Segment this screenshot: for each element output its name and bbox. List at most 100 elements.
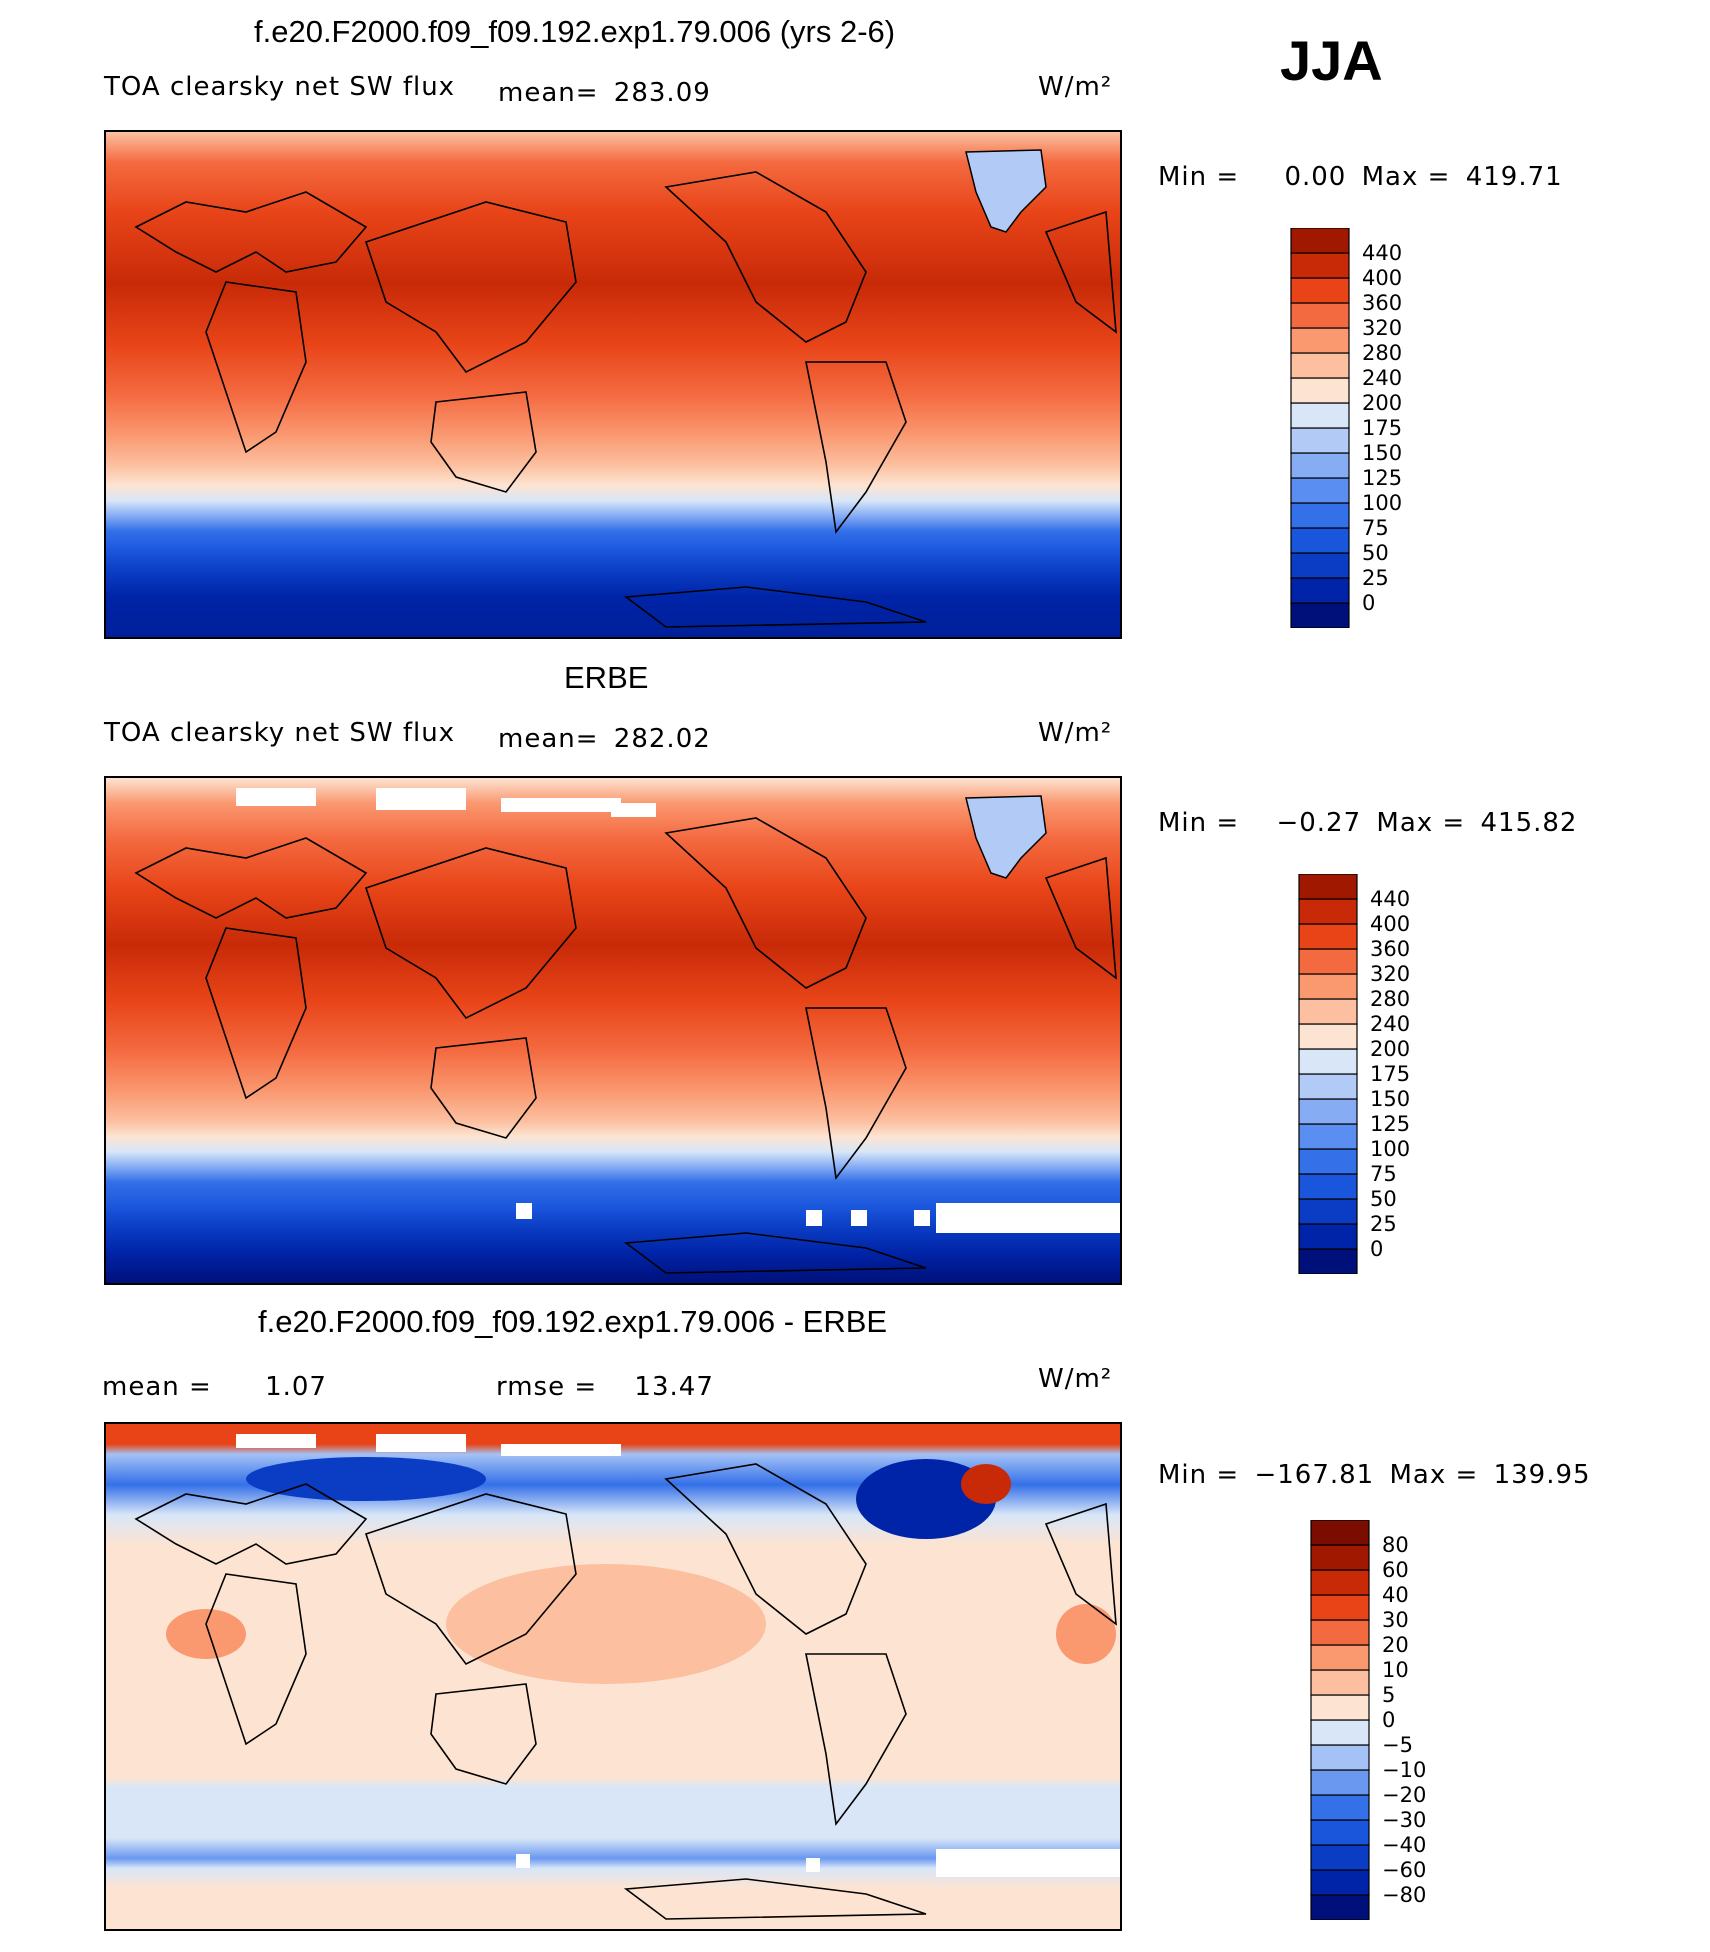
coastline-segment xyxy=(430,391,537,493)
colorbar-1-box-14 xyxy=(1290,252,1350,279)
panel-2-min-value: −0.27 xyxy=(1276,808,1362,838)
colorbar-2-box-14 xyxy=(1298,898,1358,925)
coastline-segment xyxy=(364,1493,577,1666)
panel-3-map-svg xyxy=(106,1424,1120,1929)
coastline-segment xyxy=(623,586,927,628)
panel-3-units: W/m² xyxy=(1038,1364,1113,1394)
panel-2-max-value: 415.82 xyxy=(1480,808,1578,838)
colorbar-1-tick: 175 xyxy=(1362,416,1403,440)
coastline-segment xyxy=(623,1878,927,1920)
colorbar-1-box-13 xyxy=(1290,277,1350,304)
panel-1-coastlines xyxy=(134,171,1117,628)
panel-1-colorbar-svg xyxy=(1290,227,1350,629)
colorbar-3-tick: 80 xyxy=(1382,1533,1409,1557)
colorbar-3-tick: 60 xyxy=(1382,1558,1409,1582)
colorbar-3-box-6 xyxy=(1310,1744,1370,1771)
colorbar-3-box-1 xyxy=(1310,1869,1370,1896)
colorbar-3-box-4 xyxy=(1310,1794,1370,1821)
colorbar-2-tick: 400 xyxy=(1370,912,1411,936)
colorbar-2-tick: 280 xyxy=(1370,987,1411,1011)
panel-2-map-svg xyxy=(106,778,1120,1283)
coastline-segment xyxy=(364,847,577,1020)
colorbar-3-box-8 xyxy=(1310,1694,1370,1721)
panel-3-max-label: Max = xyxy=(1389,1460,1479,1490)
panel-1-field xyxy=(106,132,1120,637)
season-label: JJA xyxy=(1280,29,1383,92)
colorbar-3-box-11 xyxy=(1310,1619,1370,1646)
coastline-segment xyxy=(664,1463,867,1635)
colorbar-3-tick: −40 xyxy=(1382,1833,1427,1857)
colorbar-1-box-12 xyxy=(1290,302,1350,329)
colorbar-2-box-0 xyxy=(1298,1248,1358,1275)
panel-3-title: f.e20.F2000.f09_f09.192.exp1.79.006 - ER… xyxy=(258,1304,888,1339)
colorbar-3-tick: −20 xyxy=(1382,1783,1427,1807)
colorbar-2-tick: 175 xyxy=(1370,1062,1411,1086)
panel-2-mean-label: mean= xyxy=(498,724,599,754)
panel-2-coastlines xyxy=(134,817,1117,1274)
colorbar-1-box-7 xyxy=(1290,427,1350,454)
colorbar-3-box-7 xyxy=(1310,1719,1370,1746)
panel-1-minmax: Min = 0.00 Max = 419.71 xyxy=(1158,162,1563,192)
colorbar-2-tick: 25 xyxy=(1370,1212,1397,1236)
panel-3-mean-value: 1.07 xyxy=(265,1372,327,1402)
colorbar-3-tick: 30 xyxy=(1382,1608,1409,1632)
panel-2-colorbar: 0 25 50 75 100 125 150 175 200 240 280 320 360 400 440 xyxy=(1298,873,1410,1279)
panel-3-rmse: rmse = 13.47 xyxy=(496,1372,714,1402)
colorbar-3-tick: −10 xyxy=(1382,1758,1427,1782)
colorbar-3-tick: −30 xyxy=(1382,1808,1427,1832)
colorbar-3-box-0 xyxy=(1310,1894,1370,1921)
panel-1-map-svg xyxy=(106,132,1120,637)
panel-3-max-value: 139.95 xyxy=(1493,1460,1591,1490)
colorbar-2-box-15 xyxy=(1298,873,1358,900)
colorbar-1-box-9 xyxy=(1290,377,1350,404)
panel-1-mean-label: mean= xyxy=(498,78,599,108)
colorbar-3-box-12 xyxy=(1310,1594,1370,1621)
colorbar-2-tick: 320 xyxy=(1370,962,1411,986)
panel-3-anomalies xyxy=(166,1457,1116,1684)
colorbar-2-box-1 xyxy=(1298,1223,1358,1250)
coastline-segment xyxy=(134,1483,368,1565)
panel-1-min-label: Min = xyxy=(1158,162,1240,192)
panel-3-rmse-value: 13.47 xyxy=(634,1372,714,1402)
colorbar-3-tick: −60 xyxy=(1382,1858,1427,1882)
colorbar-1-box-1 xyxy=(1290,577,1350,604)
panel-1-title: f.e20.F2000.f09_f09.192.exp1.79.006 (yrs… xyxy=(254,14,896,49)
coastline-segment xyxy=(805,1007,907,1181)
colorbar-3-box-10 xyxy=(1310,1644,1370,1671)
coastline-segment xyxy=(1044,1502,1117,1626)
colorbar-1-box-11 xyxy=(1290,327,1350,354)
colorbar-1-box-2 xyxy=(1290,552,1350,579)
panel-2-units: W/m² xyxy=(1038,718,1113,748)
colorbar-2-tick: 440 xyxy=(1370,887,1411,911)
colorbar-2-tick: 360 xyxy=(1370,937,1411,961)
coastline-segment xyxy=(664,171,867,343)
panel-1-variable: TOA clearsky net SW flux xyxy=(104,72,456,102)
colorbar-2-box-2 xyxy=(1298,1198,1358,1225)
colorbar-2-box-11 xyxy=(1298,973,1358,1000)
coastline-segment xyxy=(623,1232,927,1274)
colorbar-2-tick: 200 xyxy=(1370,1037,1411,1061)
panel-3-map xyxy=(104,1422,1122,1931)
panel-3-mean: mean = 1.07 xyxy=(102,1372,327,1402)
colorbar-3-box-2 xyxy=(1310,1844,1370,1871)
colorbar-2-box-13 xyxy=(1298,923,1358,950)
colorbar-3-tick: 0 xyxy=(1382,1708,1396,1732)
panel-1-greenland xyxy=(965,149,1047,233)
panel-3-coastlines xyxy=(134,1463,1117,1920)
panel-2-mean-value: 282.02 xyxy=(613,724,711,754)
colorbar-3-tick: 10 xyxy=(1382,1658,1409,1682)
colorbar-2-tick: 125 xyxy=(1370,1112,1411,1136)
panel-1-units: W/m² xyxy=(1038,72,1113,102)
coastline-segment xyxy=(430,1683,537,1785)
colorbar-3-box-5 xyxy=(1310,1769,1370,1796)
colorbar-1-box-5 xyxy=(1290,477,1350,504)
colorbar-3-tick: 20 xyxy=(1382,1633,1409,1657)
panel-2-minmax: Min = −0.27 Max = 415.82 xyxy=(1158,808,1577,838)
colorbar-1-box-0 xyxy=(1290,602,1350,629)
colorbar-1-tick: 100 xyxy=(1362,491,1403,515)
colorbar-1-tick: 320 xyxy=(1362,316,1403,340)
panel-2-missing-data xyxy=(236,788,1120,1233)
panel-2-colorbar-svg xyxy=(1298,873,1358,1275)
colorbar-2-tick: 75 xyxy=(1370,1162,1397,1186)
colorbar-1-box-4 xyxy=(1290,502,1350,529)
